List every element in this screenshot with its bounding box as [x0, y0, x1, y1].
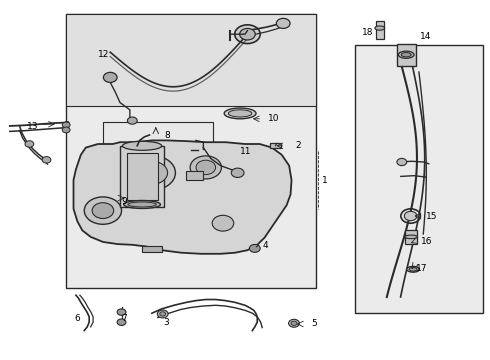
Bar — [142, 246, 162, 252]
Bar — [397, 44, 416, 66]
Ellipse shape — [128, 202, 156, 207]
Bar — [66, 14, 316, 106]
Text: 4: 4 — [262, 241, 268, 250]
Circle shape — [404, 211, 417, 221]
Text: 17: 17 — [416, 264, 427, 273]
Circle shape — [157, 310, 168, 318]
Ellipse shape — [405, 235, 417, 239]
Bar — [127, 153, 158, 200]
Text: 5: 5 — [311, 320, 317, 329]
Text: 10: 10 — [268, 114, 279, 123]
Ellipse shape — [398, 51, 414, 58]
Ellipse shape — [409, 267, 417, 271]
Bar — [66, 14, 316, 288]
Circle shape — [196, 160, 216, 175]
Circle shape — [231, 168, 244, 177]
Text: 7: 7 — [122, 314, 127, 323]
Bar — [355, 45, 483, 313]
Circle shape — [160, 312, 166, 316]
Circle shape — [212, 215, 234, 231]
Bar — [120, 146, 164, 207]
Ellipse shape — [407, 266, 419, 272]
Text: 9: 9 — [121, 197, 127, 206]
Circle shape — [127, 117, 137, 124]
Circle shape — [84, 197, 122, 224]
Circle shape — [240, 28, 255, 40]
Text: 18: 18 — [362, 28, 373, 37]
Circle shape — [62, 127, 70, 133]
Text: 6: 6 — [74, 314, 80, 323]
Circle shape — [25, 141, 34, 147]
Text: 2: 2 — [295, 141, 300, 150]
Ellipse shape — [375, 26, 385, 30]
Text: 3: 3 — [163, 318, 169, 327]
Bar — [376, 21, 384, 39]
Ellipse shape — [123, 201, 160, 208]
Ellipse shape — [401, 53, 411, 57]
Polygon shape — [74, 140, 292, 254]
Circle shape — [42, 157, 51, 163]
Bar — [405, 230, 417, 244]
Bar — [186, 171, 203, 180]
Text: 14: 14 — [420, 32, 432, 41]
Text: 13: 13 — [27, 122, 38, 131]
Circle shape — [117, 309, 126, 315]
Circle shape — [190, 156, 221, 179]
Bar — [270, 143, 281, 148]
Circle shape — [136, 161, 168, 184]
Ellipse shape — [122, 141, 162, 150]
Circle shape — [235, 25, 260, 44]
Text: 12: 12 — [98, 50, 109, 59]
Text: 15: 15 — [426, 212, 438, 220]
Circle shape — [397, 158, 407, 166]
Ellipse shape — [228, 110, 252, 117]
Circle shape — [103, 72, 117, 82]
Ellipse shape — [224, 108, 256, 119]
Text: 16: 16 — [421, 237, 433, 246]
Circle shape — [62, 122, 70, 128]
Circle shape — [92, 203, 114, 219]
Circle shape — [128, 156, 175, 190]
Circle shape — [117, 319, 126, 325]
Circle shape — [276, 18, 290, 28]
Circle shape — [289, 319, 299, 327]
Circle shape — [249, 244, 260, 252]
Text: 1: 1 — [322, 176, 328, 185]
Circle shape — [291, 321, 297, 325]
Text: 8: 8 — [165, 131, 171, 140]
Bar — [103, 122, 213, 211]
Text: 11: 11 — [240, 147, 251, 156]
